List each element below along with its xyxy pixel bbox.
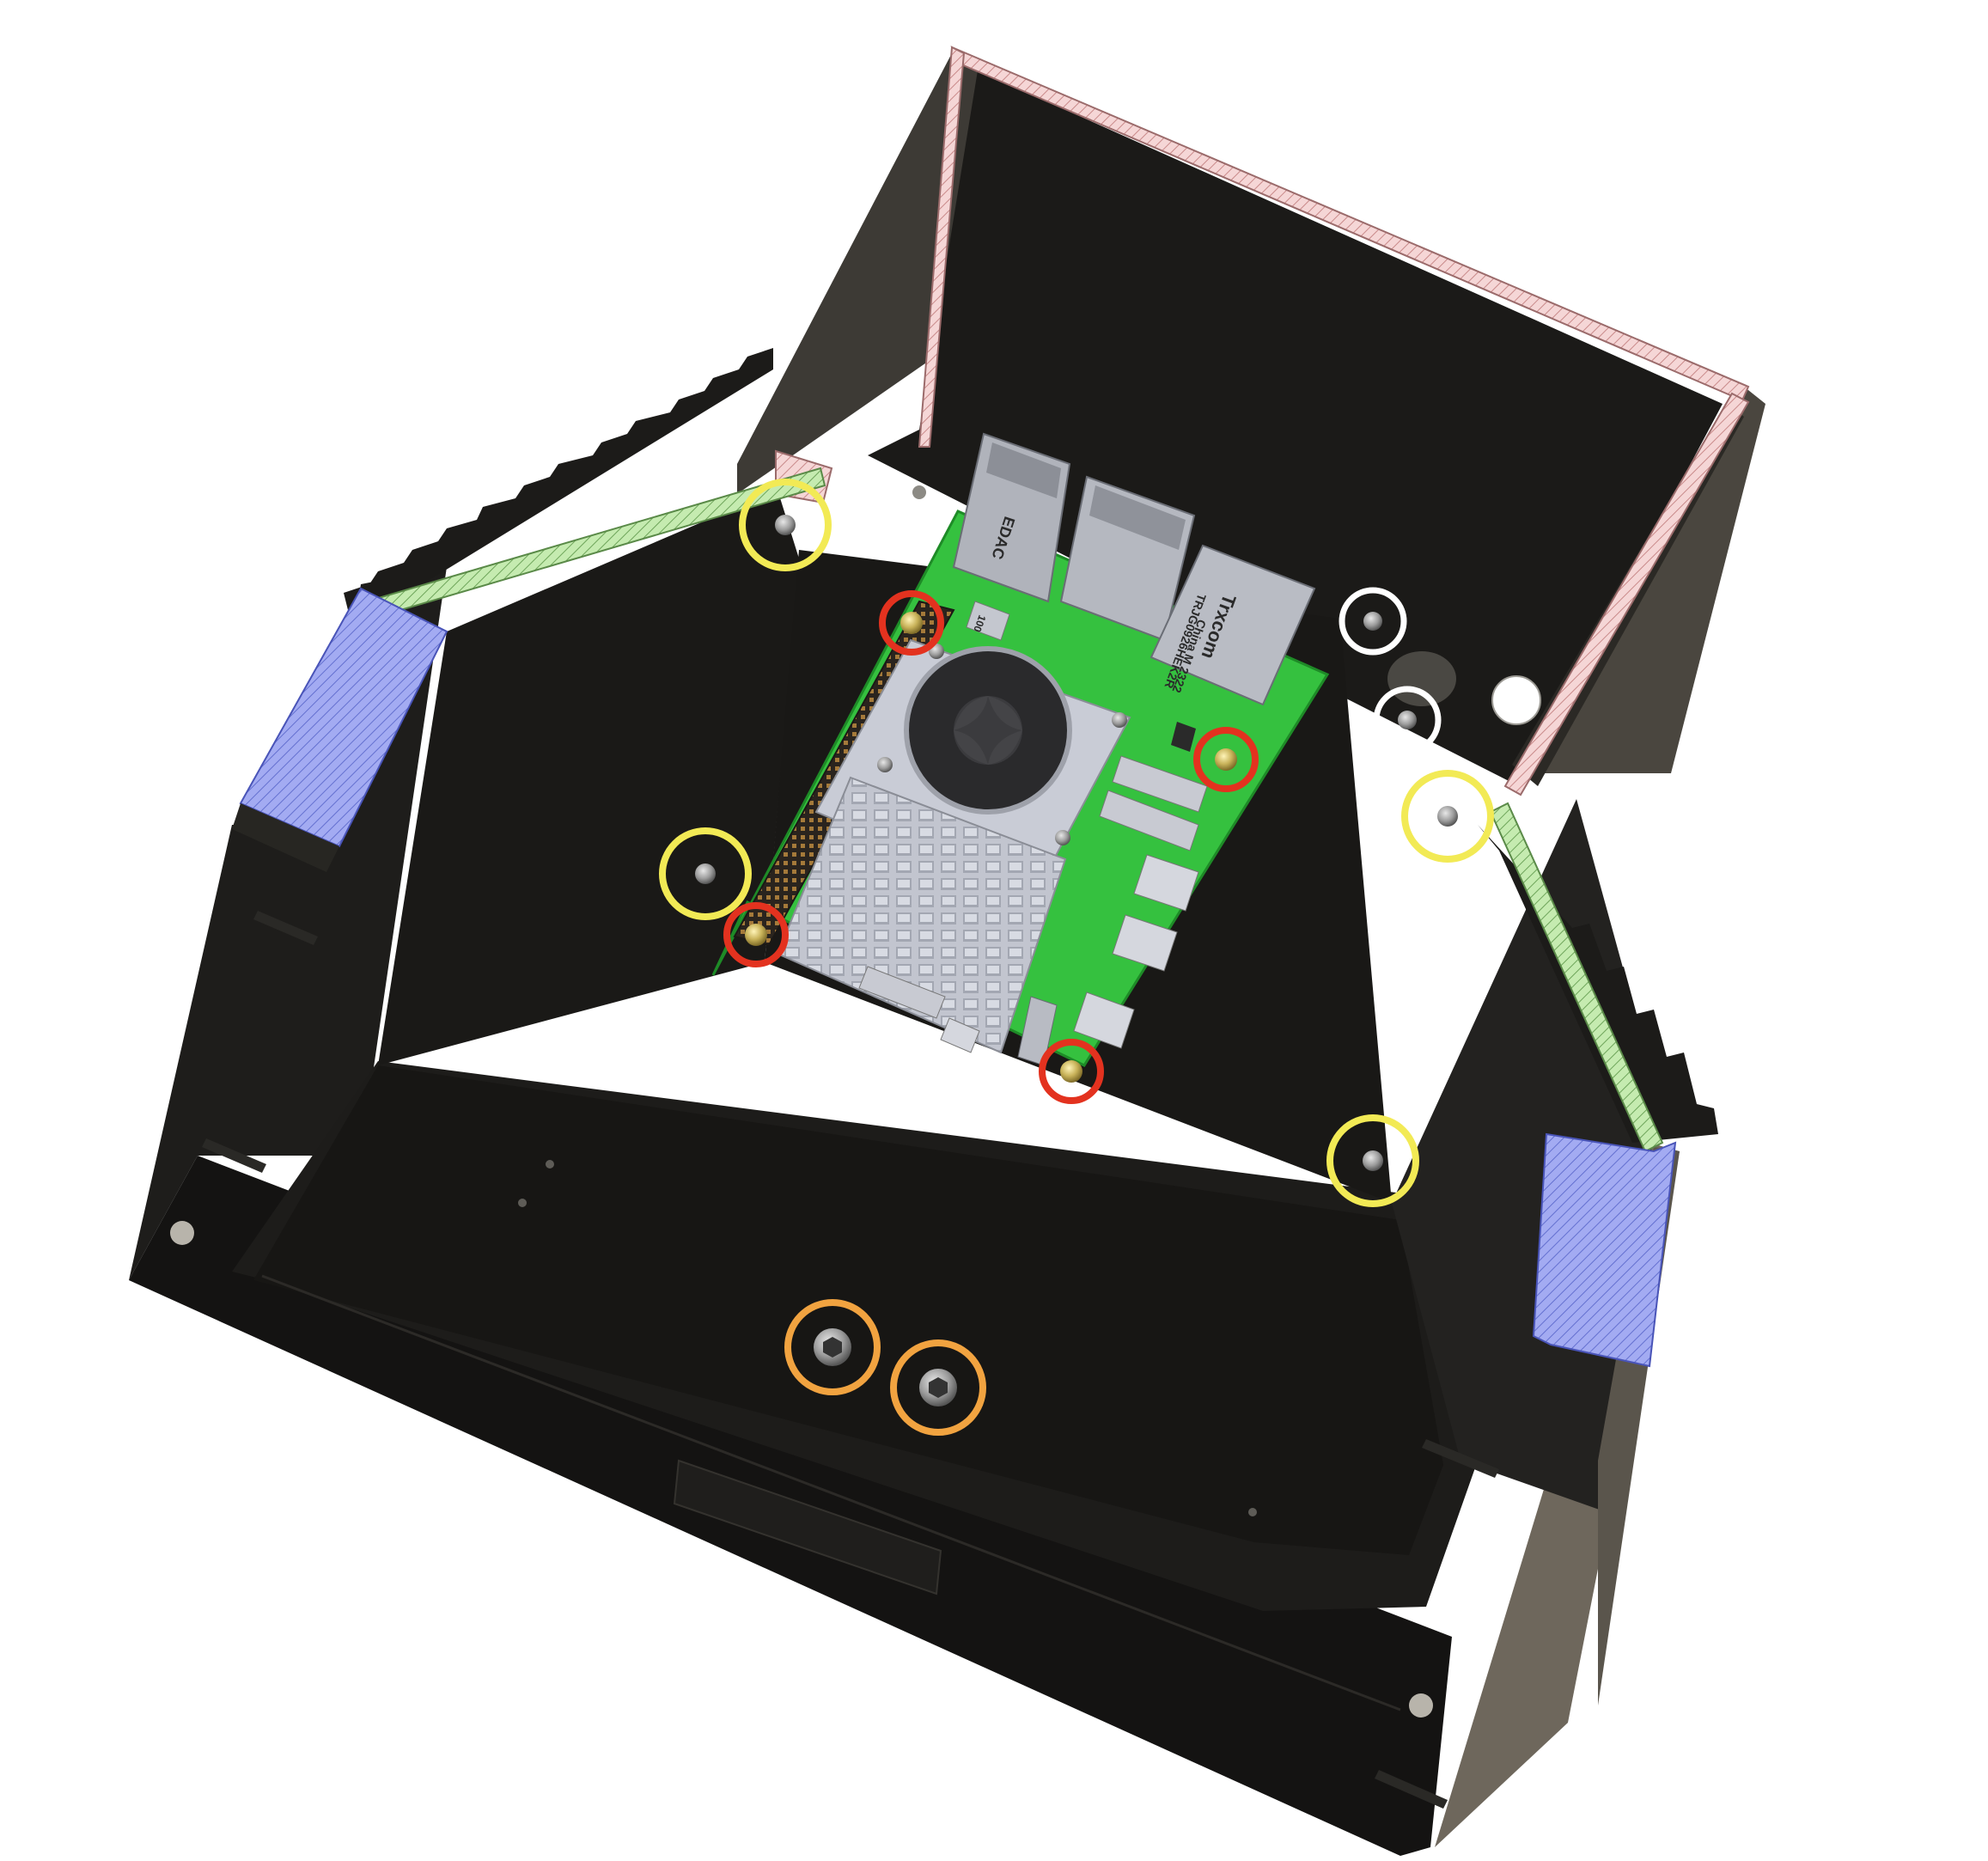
red-highlight-ring — [1193, 727, 1259, 792]
screw-icon — [1437, 806, 1458, 827]
usb-jack-left: EDAC — [952, 432, 1071, 603]
yellow-highlight-ring — [1401, 770, 1494, 863]
screw-icon — [1363, 612, 1382, 631]
red-highlight-ring — [723, 902, 789, 967]
screw-icon — [1363, 1150, 1383, 1171]
yellow-highlight-ring — [659, 827, 752, 920]
small-chip-label: 100 — [971, 613, 988, 634]
active-cooler — [776, 638, 1131, 1054]
hex-screw-icon — [919, 1369, 957, 1406]
usb-jack-middle — [1059, 475, 1196, 642]
left-section-cap — [232, 587, 448, 872]
screw-icon — [1060, 1060, 1082, 1083]
screw-icon — [695, 863, 716, 884]
red-highlight-ring — [1039, 1039, 1104, 1104]
screw-icon — [1398, 711, 1417, 729]
screw-icon — [900, 612, 923, 634]
ethernet-jack: TRJG0926HEK2R Trxcom China M 2322 — [1150, 544, 1316, 706]
white-highlight-ring — [1373, 686, 1442, 754]
screw-icon — [775, 515, 796, 535]
red-highlight-ring — [879, 590, 944, 656]
screws — [170, 485, 1541, 1718]
hex-screw-icon — [814, 1328, 851, 1366]
fan-icon — [904, 646, 1072, 815]
white-highlight-ring — [1339, 587, 1407, 656]
back-wall — [737, 46, 1765, 796]
right-fins — [1478, 802, 1718, 1153]
orange-highlight-ring — [890, 1339, 986, 1436]
screw-icon — [1215, 748, 1237, 771]
raspberry-pi-board: EDAC TRJG0926HEK2R Trxcom China M 2322 1… — [711, 432, 1330, 1067]
screw-icon — [745, 924, 767, 946]
orange-highlight-ring — [784, 1299, 881, 1395]
yellow-highlight-ring — [1326, 1114, 1419, 1207]
yellow-highlight-ring — [739, 479, 832, 571]
highlight-rings — [659, 479, 1494, 1436]
right-section-cap — [1532, 1132, 1677, 1368]
